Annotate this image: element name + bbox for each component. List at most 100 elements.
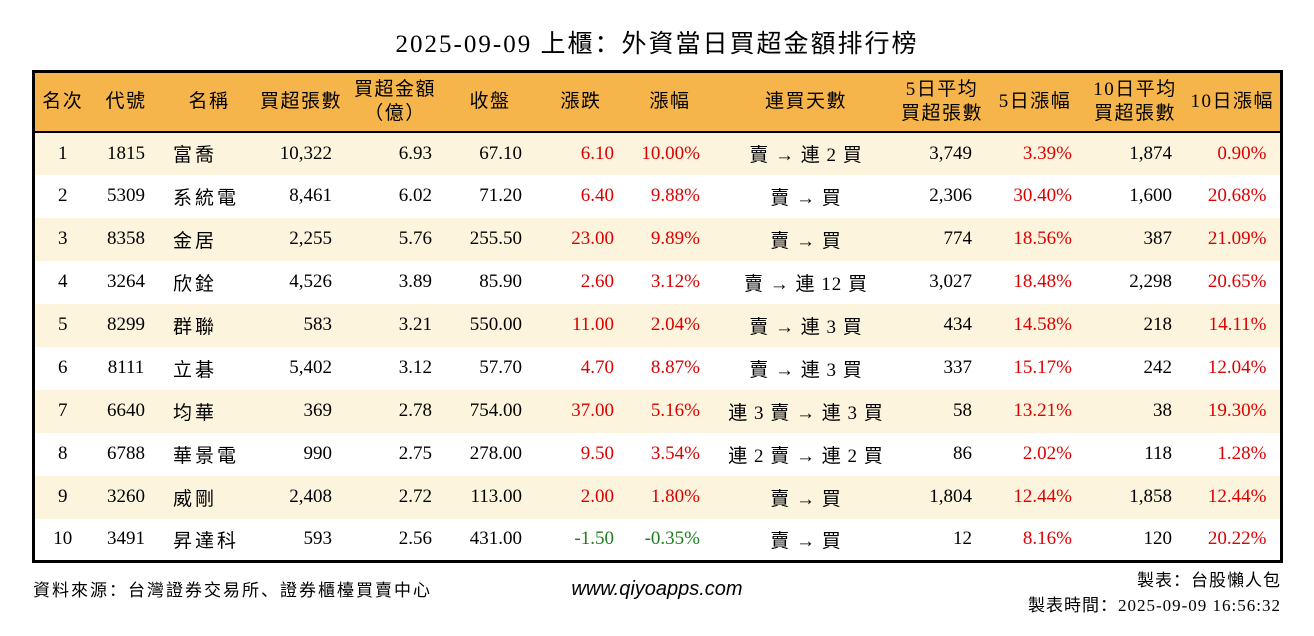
cell-code: 8358 xyxy=(107,228,145,249)
cell-change_pct: 8.87% xyxy=(650,357,700,378)
cell-pct5: 2.02% xyxy=(1022,443,1072,464)
column-header-close: 收盤 xyxy=(445,72,535,132)
cell-change_pct: 10.00% xyxy=(641,142,700,164)
column-header-label: 收盤 xyxy=(469,90,511,112)
cell-pct10: 12.44% xyxy=(1207,486,1267,507)
cell-name: 昇達科 xyxy=(173,530,240,552)
cell-avg5_volume: 3,749 xyxy=(929,142,972,164)
cell-streak: 賣 → 連 2 買 xyxy=(749,145,863,166)
column-header-label: 漲跌 xyxy=(560,90,602,112)
cell-close: 57.70 xyxy=(479,357,522,378)
cell-avg10_volume: 118 xyxy=(1144,443,1172,464)
cell-streak: 連 2 賣 → 連 2 買 xyxy=(728,445,884,467)
cell-name: 系統電 xyxy=(173,187,240,209)
cell-streak: 賣 → 連 3 買 xyxy=(749,359,863,381)
cell-close: 278.00 xyxy=(469,443,522,464)
column-header-label: 名稱 xyxy=(188,90,230,112)
cell-pct10: 0.90% xyxy=(1217,142,1267,164)
footer-source: 資料來源：台灣證券交易所、證券櫃檯買賣中心 xyxy=(33,581,432,600)
cell-pct5: 13.21% xyxy=(1013,400,1072,421)
cell-code: 8299 xyxy=(107,314,145,335)
table-row: 8 6788 華景電 990 2.75 278.00 9.50 3.54% 連 2 賣 → 連 … xyxy=(33,433,1281,476)
cell-name: 群聯 xyxy=(173,316,218,338)
cell-amount: 2.72 xyxy=(398,486,432,507)
cell-avg10_volume: 38 xyxy=(1153,400,1172,421)
cell-rank: 2 xyxy=(58,185,68,206)
cell-rank: 10 xyxy=(53,528,73,550)
cell-close: 754.00 xyxy=(469,400,522,421)
ranking-table: 名次 代號 名稱 買超張數 買超金額 （億） 收盤 漲跌 漲幅 連買天數 5日平均 買超張數 5日漲幅 1… xyxy=(31,70,1283,563)
cell-change_pct: 3.12% xyxy=(650,271,700,292)
cell-change: 11.00 xyxy=(571,314,614,335)
cell-amount: 2.56 xyxy=(398,528,432,550)
cell-change_pct: 9.89% xyxy=(650,228,700,249)
cell-volume: 10,322 xyxy=(279,142,332,164)
cell-rank: 4 xyxy=(58,271,68,292)
table-row: 10 3491 昇達科 593 2.56 431.00 -1.50 -0.35% 賣 → 買 12… xyxy=(33,519,1281,562)
table-row: 2 5309 系統電 8,461 6.02 71.20 6.40 9.88% 賣 → 買 2,30… xyxy=(33,175,1281,218)
cell-streak: 賣 → 買 xyxy=(770,530,842,552)
cell-change_pct: 9.88% xyxy=(650,185,700,206)
cell-amount: 3.12 xyxy=(398,357,432,378)
cell-close: 67.10 xyxy=(479,142,522,164)
cell-change: 23.00 xyxy=(571,228,614,249)
cell-volume: 990 xyxy=(303,443,333,464)
cell-streak: 賣 → 連 3 買 xyxy=(749,316,863,338)
cell-avg10_volume: 120 xyxy=(1143,528,1173,550)
table-header-row: 名次 代號 名稱 買超張數 買超金額 （億） 收盤 漲跌 漲幅 連買天數 5日平均 買超張數 5日漲幅 1… xyxy=(33,71,1281,132)
cell-close: 113.00 xyxy=(470,486,522,507)
cell-change_pct: 1.80% xyxy=(650,486,700,507)
cell-change_pct: 5.16% xyxy=(650,400,700,421)
column-header-label: 10日漲幅 xyxy=(1190,90,1274,112)
cell-pct5: 12.44% xyxy=(1013,486,1072,507)
cell-amount: 3.89 xyxy=(398,271,432,292)
cell-avg5_volume: 774 xyxy=(943,228,973,249)
cell-pct5: 30.40% xyxy=(1013,185,1072,206)
cell-name: 均華 xyxy=(173,402,218,424)
footer-website: www.qiyoapps.com xyxy=(571,578,743,600)
cell-name: 富喬 xyxy=(173,145,218,166)
cell-change_pct: 3.54% xyxy=(650,443,700,464)
cell-rank: 7 xyxy=(58,400,68,421)
cell-change_pct: 2.04% xyxy=(650,314,700,335)
table-row: 7 6640 均華 369 2.78 754.00 37.00 5.16% 連 3 賣 → 連 … xyxy=(33,389,1281,433)
cell-change: 37.00 xyxy=(571,400,614,421)
cell-pct10: 19.30% xyxy=(1207,400,1267,421)
cell-code: 5309 xyxy=(107,185,145,206)
column-header-amount: 買超金額 （億） xyxy=(345,72,445,132)
cell-amount: 2.75 xyxy=(398,443,432,464)
cell-avg5_volume: 86 xyxy=(953,443,972,464)
cell-rank: 1 xyxy=(58,142,68,164)
cell-code: 3491 xyxy=(107,528,145,550)
cell-avg5_volume: 434 xyxy=(943,314,973,335)
cell-amount: 6.02 xyxy=(398,185,432,206)
cell-change: 2.00 xyxy=(580,486,614,507)
cell-code: 6640 xyxy=(107,400,145,421)
cell-name: 立碁 xyxy=(173,359,218,381)
cell-change: 9.50 xyxy=(580,443,614,464)
cell-avg10_volume: 387 xyxy=(1143,228,1173,249)
cell-avg5_volume: 2,306 xyxy=(929,185,972,206)
cell-code: 3264 xyxy=(107,271,145,292)
cell-change_pct: -0.35% xyxy=(644,528,700,550)
cell-pct10: 12.04% xyxy=(1207,357,1267,378)
cell-avg5_volume: 1,804 xyxy=(929,486,972,507)
cell-streak: 賣 → 買 xyxy=(770,187,842,209)
cell-volume: 8,461 xyxy=(289,185,332,206)
column-header-label: 買超張數 xyxy=(1093,102,1176,124)
cell-streak: 賣 → 買 xyxy=(770,230,842,252)
cell-close: 255.50 xyxy=(469,228,522,249)
table-row: 3 8358 金居 2,255 5.76 255.50 23.00 9.89% 賣 → 買 774… xyxy=(33,217,1281,261)
cell-name: 金居 xyxy=(173,230,218,252)
cell-avg10_volume: 1,858 xyxy=(1129,486,1172,507)
column-header-change_pct: 漲幅 xyxy=(627,72,713,132)
column-header-name: 名稱 xyxy=(161,72,257,132)
footer-maker-block: 製表：台股懶人包 製表時間：2025-09-09 16:56:32 xyxy=(1028,569,1281,618)
table-header: 名次 代號 名稱 買超張數 買超金額 （億） 收盤 漲跌 漲幅 連買天數 5日平均 買超張數 5日漲幅 1… xyxy=(33,71,1281,132)
cell-name: 華景電 xyxy=(173,445,240,467)
cell-amount: 5.76 xyxy=(398,228,432,249)
cell-avg5_volume: 12 xyxy=(953,528,972,550)
cell-pct10: 20.68% xyxy=(1207,185,1267,206)
cell-volume: 4,526 xyxy=(289,271,332,292)
table-row: 1 1815 富喬 10,322 6.93 67.10 6.10 10.00% 賣 → 連 2 … xyxy=(33,131,1281,175)
